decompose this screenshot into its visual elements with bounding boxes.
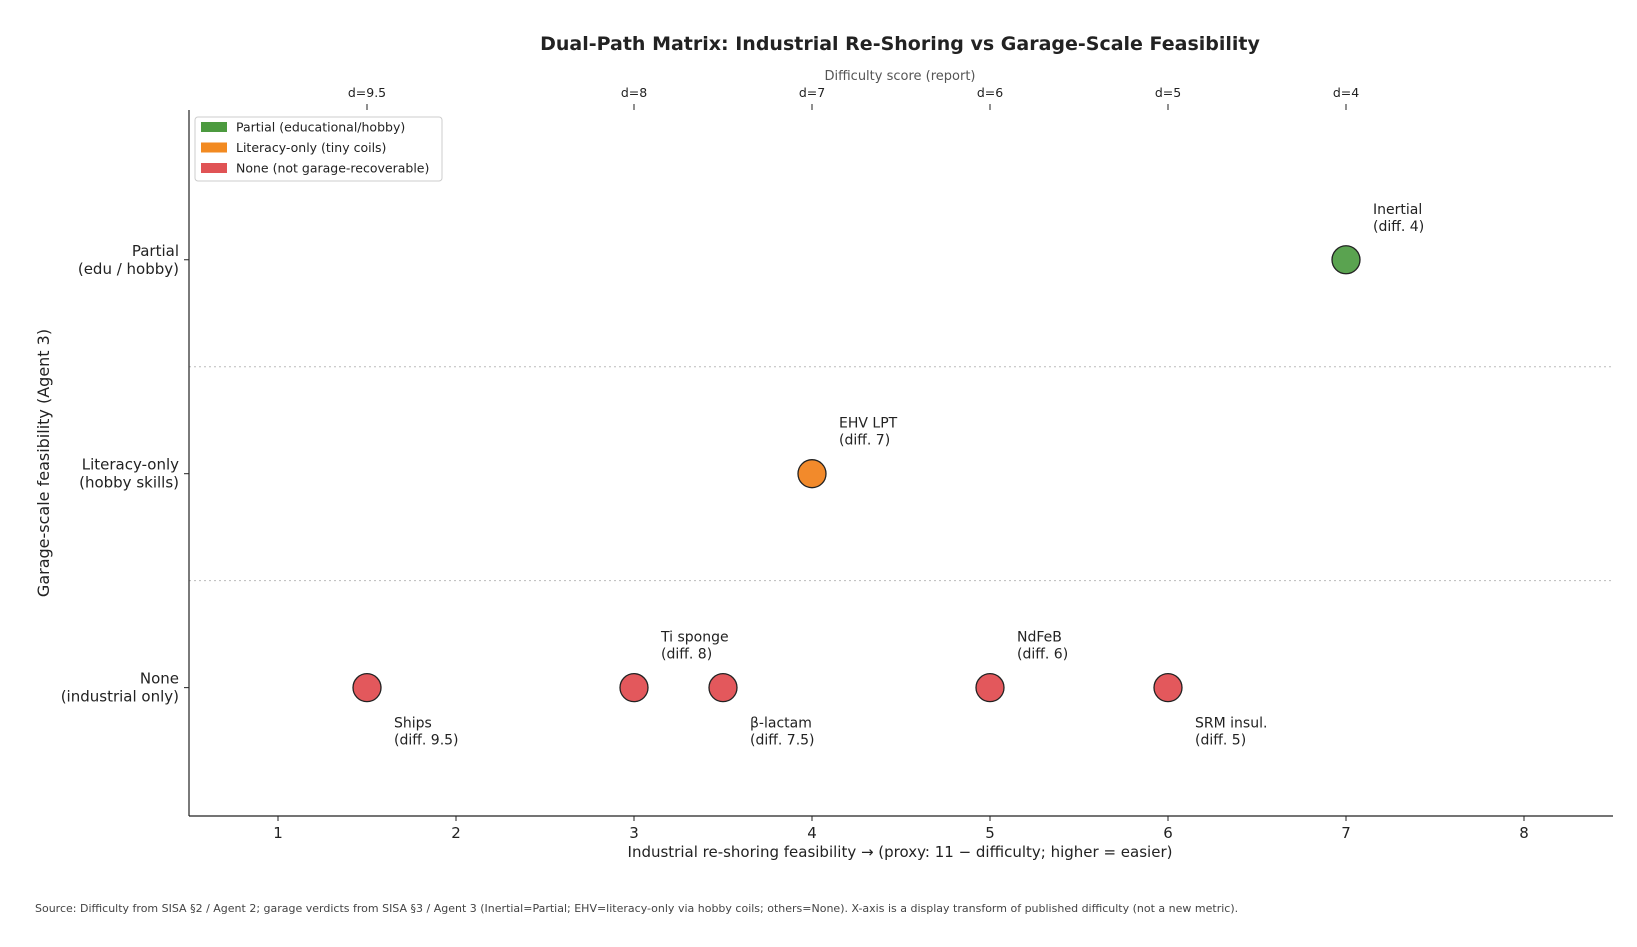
point-label: β-lactam [750, 716, 812, 732]
top-ticks: d=9.5 d=8 d=7 d=6 d=5 d=4 [348, 85, 1359, 110]
x-tick-label: 3 [629, 824, 639, 842]
y-axis-label: Garage-scale feasibility (Agent 3) [34, 329, 53, 597]
point-label-diff: (diff. 7) [839, 433, 890, 449]
point-label-diff: (diff. 8) [661, 647, 712, 663]
x-ticks: 1 2 3 4 5 6 7 8 [273, 816, 1529, 842]
top-tick-label: d=8 [621, 85, 647, 100]
x-tick-label: 6 [1163, 824, 1173, 842]
point-label-diff: (diff. 6) [1017, 647, 1068, 663]
top-tick-label: d=4 [1333, 85, 1359, 100]
data-point [1153, 672, 1183, 703]
data-points [352, 245, 1361, 703]
legend-swatch [201, 163, 227, 173]
x-tick-label: 4 [807, 824, 817, 842]
legend-swatch [201, 122, 227, 132]
legend-label: None (not garage-recoverable) [236, 161, 429, 176]
y-tick-label-sub: (edu / hobby) [78, 260, 179, 278]
y-ticks: None(industrial only) Literacy-only(hobby… [61, 242, 189, 706]
legend-box [194, 116, 443, 182]
y-tick-label-sub: (industrial only) [61, 688, 179, 706]
separators [189, 366, 1613, 582]
data-point [708, 672, 738, 703]
point-label: Ti sponge [660, 630, 729, 646]
legend-swatch [201, 142, 227, 153]
top-tick-label: d=6 [977, 85, 1003, 100]
x-tick-label: 8 [1519, 824, 1529, 842]
legend-label: Partial (educational/hobby) [236, 120, 405, 135]
top-tick-label: d=9.5 [348, 85, 386, 100]
legend: Partial (educational/hobby) Literacy-only… [194, 116, 443, 182]
x-tick-label: 2 [451, 824, 461, 842]
chart-title: Dual-Path Matrix: Industrial Re-Shoring … [540, 33, 1260, 55]
point-label: NdFeB [1017, 630, 1062, 646]
point-label: SRM insul. [1195, 716, 1267, 732]
point-label-diff: (diff. 4) [1373, 219, 1424, 235]
data-point [619, 672, 649, 703]
top-tick-label: d=7 [799, 85, 825, 100]
point-label-diff: (diff. 7.5) [750, 733, 815, 749]
data-point [1331, 245, 1361, 275]
source-note: Source: Difficulty from SISA §2 / Agent … [35, 902, 1239, 915]
y-tick-label-sub: (hobby skills) [79, 474, 179, 492]
x-axis-label: Industrial re-shoring feasibility → (pro… [628, 843, 1173, 861]
top-tick-label: d=5 [1155, 85, 1181, 100]
point-label: Ships [394, 716, 432, 732]
y-tick-label: None [140, 670, 179, 688]
point-label-diff: (diff. 9.5) [394, 733, 459, 749]
point-label-diff: (diff. 5) [1195, 733, 1246, 749]
data-point [352, 672, 382, 703]
legend-label: Literacy-only (tiny coils) [236, 140, 386, 155]
point-labels: Ships(diff. 9.5) Ti sponge(diff. 8) β-lact… [394, 202, 1424, 749]
y-tick-label: Literacy-only [82, 456, 179, 474]
point-label: Inertial [1373, 202, 1422, 218]
point-label: EHV LPT [839, 416, 898, 432]
data-point [797, 459, 827, 489]
y-tick-label: Partial [132, 242, 179, 260]
scatter-chart: Dual-Path Matrix: Industrial Re-Shoring … [34, 33, 1613, 861]
data-point [975, 672, 1005, 703]
top-axis-label: Difficulty score (report) [824, 69, 975, 84]
x-tick-label: 5 [985, 824, 995, 842]
x-tick-label: 7 [1341, 824, 1351, 842]
plot-axes [188, 110, 1613, 817]
x-tick-label: 1 [273, 824, 283, 842]
